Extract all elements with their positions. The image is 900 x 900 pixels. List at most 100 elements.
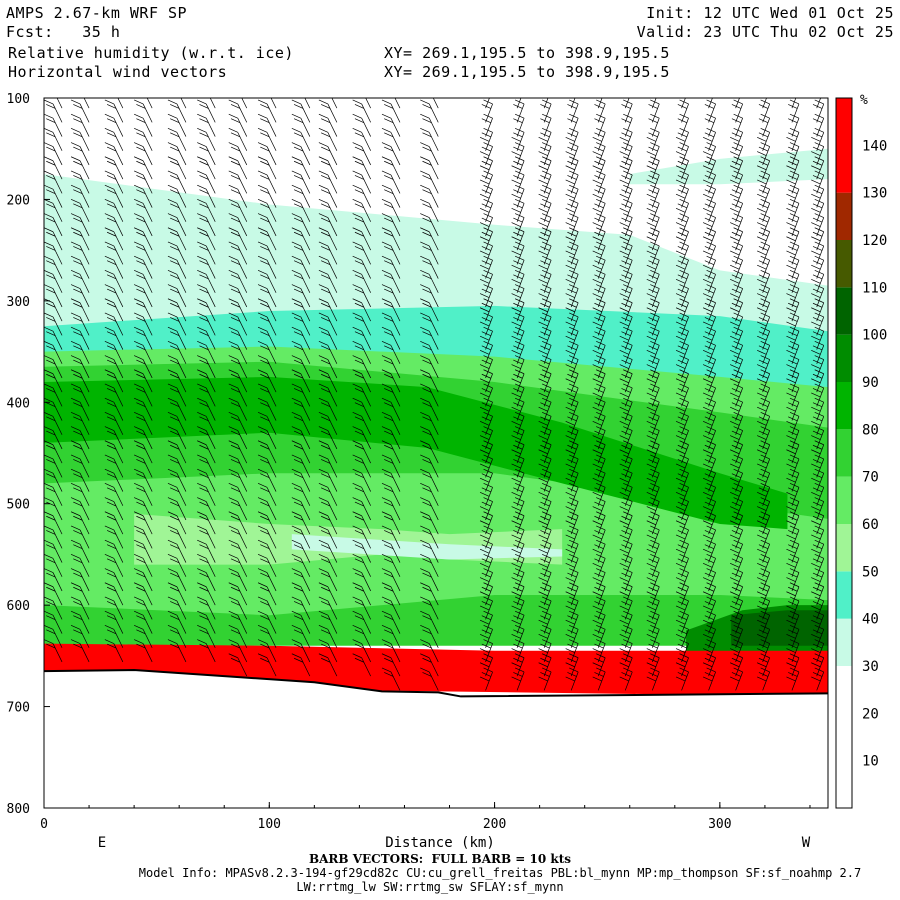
wind-barb [675,653,689,677]
wind-barb [619,284,633,308]
wind-barb [197,426,216,450]
wind-barb [538,426,552,450]
wind-barb [104,128,124,151]
wind-barb [675,369,689,393]
wind-barb [180,98,187,109]
wind-barb [786,170,800,194]
wind-barb [420,113,439,137]
wind-barb [479,227,493,251]
wind-barb [757,412,770,435]
wind-barb [786,298,800,322]
wind-barb [811,383,825,407]
wind-barb [133,369,153,393]
wind-barb [381,213,401,237]
y-tick-label: 600 [7,599,30,614]
wind-barb [228,213,248,237]
wind-barb [757,497,770,521]
wind-barb [257,128,277,151]
wind-barb [646,625,660,648]
init-time: Init: 12 UTC Wed 01 Oct 25 [646,4,894,22]
wind-barb [133,554,153,577]
wind-barb [675,241,689,265]
wind-barb [318,199,338,222]
wind-barb [228,298,248,322]
wind-barb [565,227,579,251]
wind-barb [811,511,825,535]
wind-barb [729,653,743,677]
wind-barb [318,142,338,166]
wind-barb [104,554,124,577]
wind-barb [538,369,552,393]
wind-barb [592,625,606,648]
wind-barb [646,539,660,563]
wind-barb [257,596,277,620]
wind-barb [44,483,63,506]
wind-barb [420,326,439,350]
wind-barb [786,326,800,350]
wind-barb [318,369,338,393]
wind-barb [565,610,579,634]
wind-barb [44,156,63,180]
wind-barb [538,383,552,407]
wind-barb [619,468,633,492]
wind-barb [479,312,493,336]
wind-barb [318,270,338,293]
wind-barb [318,227,338,251]
wind-barb [758,99,770,123]
wind-barb [675,341,689,364]
wind-barb [167,511,187,535]
wind-barb [257,270,277,293]
wind-barb [757,511,770,535]
wind-barb [757,270,770,293]
wind-barb [619,440,633,464]
wind-barb [104,639,124,663]
wind-barb [786,213,800,237]
wind-barb [381,326,401,350]
wind-barb [167,213,187,237]
wind-barb [816,98,821,109]
wind-barb [381,497,401,521]
wind-barb [228,326,248,350]
colorbar-tick-label: 130 [862,186,887,202]
wind-barb [291,369,311,393]
wind-barb [318,298,338,322]
wind-barb [565,653,579,677]
wind-barb [197,511,216,535]
wind-barb [420,199,439,222]
wind-barb [702,625,716,648]
wind-barb [811,213,825,237]
y-tick-label: 100 [7,92,30,107]
wind-barb [70,270,90,293]
wind-barb [511,497,525,521]
wind-barb [44,99,63,123]
wind-barb [228,156,248,180]
wind-barb [381,412,401,435]
wind-barb [70,483,90,506]
wind-barb [228,511,248,535]
wind-barb [757,142,770,166]
wind-barb [318,113,338,137]
wind-barb [538,298,552,322]
wind-barb [757,284,770,308]
wind-barb [352,554,371,577]
wind-barb [133,227,153,251]
colorbar-bin [836,618,852,666]
wind-barb [565,184,579,208]
wind-barb [786,610,800,634]
colorbar-tick-label: 30 [862,659,879,675]
wind-barb [479,497,493,521]
wind-barb [648,99,660,123]
wind-barb [565,199,579,222]
wind-barb [786,397,800,421]
wind-barb [511,625,525,648]
wind-barb [786,270,800,293]
wind-barb [420,270,439,293]
wind-barb [811,454,825,478]
wind-barb [511,156,525,180]
wind-barb [44,255,63,279]
wind-barb [811,639,825,663]
wind-barb [167,383,187,407]
wind-barb [104,454,124,478]
y-tick-label: 500 [7,498,30,513]
wind-barb [702,255,716,279]
